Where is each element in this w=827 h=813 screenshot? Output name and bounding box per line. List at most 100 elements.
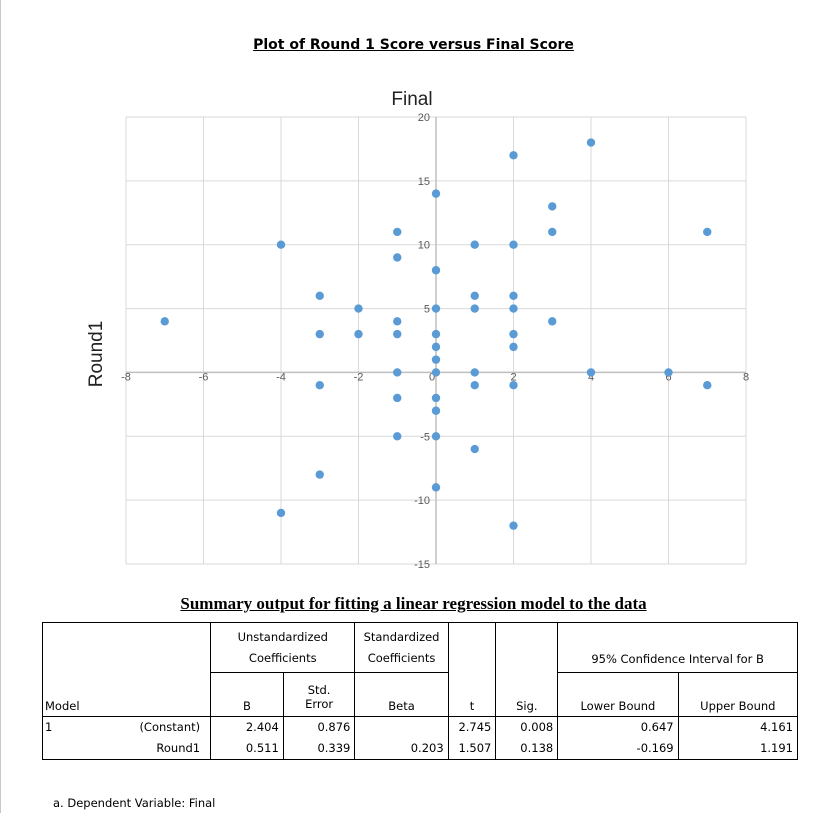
unstd-header-line2: Coefficients: [210, 650, 355, 673]
data-point: [393, 329, 402, 339]
y-tick-label: -15: [414, 559, 430, 571]
table-row: Round1 0.511 0.339 0.203 1.507 0.138 -0.…: [41, 737, 799, 760]
data-point: [470, 444, 479, 454]
cell-t: 2.745: [447, 716, 496, 738]
data-point: [509, 521, 518, 530]
b-header: B: [210, 672, 284, 717]
data-point: [703, 227, 712, 237]
data-point: [548, 202, 557, 211]
x-tick-label: -6: [199, 371, 209, 383]
t-header-empty: [447, 622, 496, 673]
model-header-empty: [41, 622, 211, 673]
data-point: [548, 227, 557, 237]
data-point: [470, 240, 479, 249]
cell-upper: 4.161: [677, 716, 799, 738]
table-footnote: a. Dependent Variable: Final: [53, 796, 216, 810]
chart-title: Plot of Round 1 Score versus Final Score: [253, 37, 574, 53]
data-point: [431, 393, 441, 403]
data-point: [548, 317, 557, 326]
y-tick-label: -10: [414, 495, 430, 507]
data-point: [393, 432, 402, 441]
x-tick-label: -4: [276, 371, 286, 383]
t-header: t: [447, 672, 496, 717]
data-point: [509, 291, 518, 300]
x-axis-label: Round1: [86, 321, 107, 388]
data-point: [509, 240, 518, 249]
data-point: [431, 483, 441, 492]
sig-header-empty: [495, 622, 558, 673]
y-tick-label: 10: [418, 240, 430, 252]
cell-term: (Constant): [139, 720, 201, 735]
se-header-line1: Std.: [282, 672, 355, 697]
upper-header: Upper Bound: [677, 672, 799, 717]
data-point: [431, 368, 441, 377]
data-point: [393, 253, 402, 262]
std-header-line2: Coefficients: [354, 650, 449, 673]
data-point: [431, 329, 441, 339]
x-tick-label: 8: [743, 371, 749, 383]
lower-header: Lower Bound: [557, 672, 679, 717]
cell-term: Round1: [111, 737, 211, 760]
data-point: [393, 368, 402, 377]
y-tick-label: 5: [424, 304, 430, 316]
data-point: [509, 151, 518, 160]
data-point: [315, 470, 324, 479]
y-tick-label: 20: [418, 112, 430, 124]
unstd-header-line1: Unstandardized: [210, 622, 355, 651]
data-point: [431, 266, 441, 275]
y-axis-label: Final: [391, 89, 432, 110]
data-point: [470, 304, 479, 313]
data-point: [393, 317, 402, 326]
cell-se: 0.876: [282, 716, 355, 738]
scatter-chart: -8 -6 -4 -2 0 2 4 6 8 -15 -10 -5 5 10 15 20 Final Round…: [86, 89, 749, 571]
cell-t: 1.507: [447, 737, 496, 760]
cell-sig: 0.008: [495, 716, 558, 738]
cell-beta: 0.203: [354, 737, 449, 760]
y-tick-label: -5: [420, 431, 430, 443]
cell-b: 0.511: [210, 737, 284, 760]
page-left-border: [0, 0, 1, 813]
data-point: [393, 227, 402, 237]
data-point: [354, 304, 363, 313]
x-tick-label: 6: [665, 371, 671, 383]
data-point: [509, 304, 518, 313]
data-point: [586, 368, 596, 377]
data-point: [470, 381, 479, 390]
data-point: [703, 381, 712, 390]
data-point: [509, 381, 518, 390]
data-point: [431, 355, 441, 364]
data-point: [470, 368, 479, 377]
table-row: 1 (Constant) 2.404 0.876 2.745 0.008 0.6…: [41, 716, 799, 738]
cell-b: 2.404: [210, 716, 284, 738]
data-point: [160, 317, 169, 326]
table-title: Summary output for fitting a linear regr…: [180, 594, 647, 613]
std-header-line1: Standardized: [354, 622, 449, 651]
cell-lower: -0.169: [557, 737, 679, 760]
beta-header: Beta: [354, 672, 449, 717]
data-point: [315, 329, 324, 339]
x-tick-label: 2: [510, 371, 516, 383]
data-point: [276, 508, 286, 518]
data-point: [431, 304, 441, 313]
data-point: [509, 329, 518, 339]
chart-axes: [126, 117, 746, 564]
data-point: [354, 329, 363, 339]
cell-model: 1: [41, 716, 112, 738]
data-point: [315, 381, 324, 390]
x-tick-label: -2: [354, 371, 364, 383]
chart-tick-labels: -8 -6 -4 -2 0 2 4 6 8 -15 -10 -5 5 10 15 20: [121, 112, 749, 571]
data-point: [586, 138, 596, 147]
y-tick-label: 15: [418, 176, 430, 188]
x-tick-label: 4: [588, 371, 594, 383]
chart-points: [160, 138, 712, 530]
data-point: [664, 368, 673, 377]
model-header: Model: [41, 672, 211, 717]
x-tick-label: 0: [429, 371, 435, 383]
sig-header: Sig.: [495, 672, 558, 717]
regression-table: Unstandardized Standardized 95% Confiden…: [41, 622, 799, 760]
data-point: [315, 291, 324, 300]
cell-sig: 0.138: [495, 737, 558, 760]
data-point: [509, 342, 518, 352]
cell-lower: 0.647: [557, 716, 679, 738]
data-point: [431, 406, 441, 415]
